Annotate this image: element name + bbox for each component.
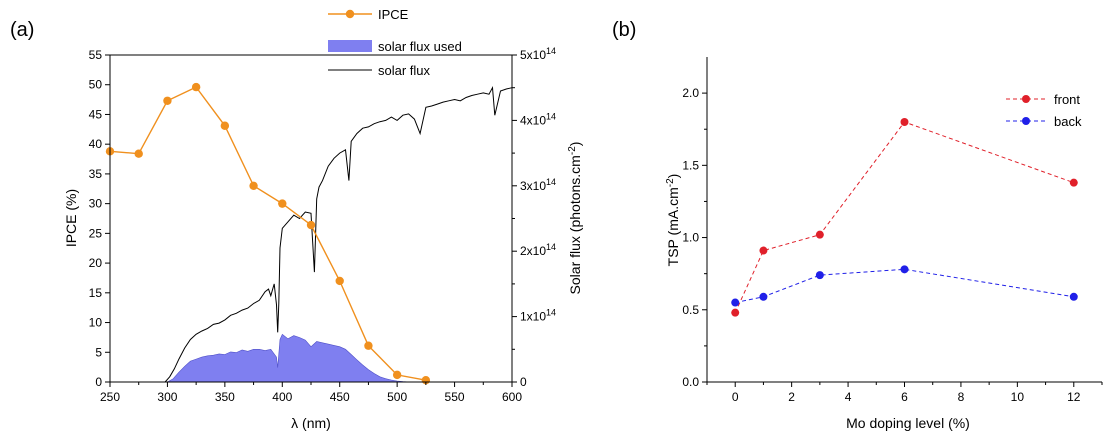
- y2-tick-label: 5x1014: [520, 46, 556, 62]
- panel-label-b: (b): [612, 19, 636, 41]
- ipce-point: [364, 341, 373, 350]
- chart-b-y-axis-label: TSP (mA.cm-2): [665, 174, 681, 267]
- legend-front-marker: [1022, 95, 1030, 103]
- front-point: [759, 246, 768, 255]
- y-tick-label: 2.0: [682, 86, 699, 100]
- y-tick-label: 1.0: [682, 231, 699, 245]
- solar-flux-line: [110, 85, 513, 383]
- chart-a-legend: IPCE solar flux used solar flux: [328, 7, 462, 78]
- y2-tick-label: 0: [520, 375, 527, 389]
- ipce-point: [249, 181, 258, 190]
- y2-tick-label: 4x1014: [520, 111, 556, 127]
- legend-ipce-marker: [345, 9, 355, 19]
- legend-solar-flux-label: solar flux: [378, 63, 431, 78]
- x-tick-label: 600: [502, 390, 522, 404]
- y2-tick-label: 3x1014: [520, 177, 556, 193]
- x-tick-label: 2: [788, 390, 795, 404]
- front-line: [734, 121, 1074, 313]
- x-tick-label: 8: [958, 390, 965, 404]
- chart-b-x-axis-label: Mo doping level (%): [846, 415, 970, 431]
- y-tick-label: 40: [89, 137, 103, 151]
- chart-b: 0 2 4 6 8 10 12 0.0 0.5 1.0 1.5 2.0 Mo doping level…: [665, 57, 1103, 431]
- y2-tick-label: 1x1014: [520, 308, 556, 324]
- chart-a-y-axis-label: IPCE (%): [63, 189, 79, 247]
- legend-solar-flux-used-label: solar flux used: [378, 39, 462, 54]
- legend-back-marker: [1022, 117, 1030, 125]
- y-tick-label: 45: [89, 107, 103, 121]
- ipce-point: [392, 370, 402, 380]
- y-tick-label: 0.0: [682, 375, 699, 389]
- legend-back-label: back: [1054, 114, 1082, 129]
- back-point: [900, 265, 909, 274]
- ipce-point: [163, 96, 172, 105]
- ipce-point: [134, 149, 143, 158]
- back-point: [759, 292, 768, 301]
- x-tick-label: 400: [272, 390, 292, 404]
- ipce-point: [278, 199, 287, 208]
- x-tick-label: 500: [387, 390, 407, 404]
- ipce-point: [306, 220, 316, 230]
- panel-label-a: (a): [10, 19, 34, 41]
- solar-flux-used-area: [166, 333, 432, 383]
- chart-a-axes: 250 300 350 400 450 500 550 6000510152025303540…: [89, 46, 556, 404]
- ipce-line: [109, 86, 427, 381]
- back-point: [731, 298, 740, 307]
- x-tick-label: 250: [100, 390, 120, 404]
- chart-b-legend: front back: [1006, 92, 1082, 129]
- y-tick-label: 0.5: [682, 303, 699, 317]
- front-point: [731, 308, 740, 317]
- y-tick-label: 20: [89, 256, 103, 270]
- x-tick-label: 4: [845, 390, 852, 404]
- y-tick-label: 15: [89, 286, 103, 300]
- front-point: [815, 230, 824, 239]
- x-tick-label: 350: [215, 390, 235, 404]
- y-tick-label: 30: [89, 197, 103, 211]
- x-tick-label: 550: [445, 390, 465, 404]
- chart-a-x-axis-label: λ (nm): [291, 415, 331, 431]
- back-point: [1069, 292, 1078, 301]
- legend-solar-flux-used-swatch: [328, 40, 372, 52]
- front-point: [900, 118, 909, 126]
- x-tick-label: 300: [157, 390, 177, 404]
- y-tick-label: 50: [89, 78, 103, 92]
- back-point: [815, 271, 824, 280]
- back-line: [735, 268, 1074, 304]
- x-tick-label: 10: [1011, 390, 1025, 404]
- chart-a-plot-area: [105, 82, 513, 385]
- x-tick-label: 12: [1067, 390, 1081, 404]
- legend-ipce-label: IPCE: [378, 7, 409, 22]
- y-tick-label: 5: [95, 345, 102, 359]
- ipce-point: [220, 121, 230, 130]
- chart-b-plot-area: [731, 118, 1078, 317]
- y2-tick-label: 2x1014: [520, 242, 556, 258]
- y-tick-label: 1.5: [682, 158, 699, 172]
- ipce-point: [335, 276, 344, 286]
- x-tick-label: 0: [732, 390, 739, 404]
- chart-b-axes: 0 2 4 6 8 10 12 0.0 0.5 1.0 1.5 2.0: [682, 86, 1103, 404]
- chart-a: 250 300 350 400 450 500 550 6000510152025303540…: [63, 7, 583, 431]
- y-tick-label: 25: [89, 226, 103, 240]
- chart-a-y2-axis-label: Solar flux (photons.cm-2): [567, 142, 583, 295]
- legend-front-label: front: [1054, 92, 1080, 107]
- ipce-point: [191, 82, 201, 92]
- x-tick-label: 6: [901, 390, 908, 404]
- y-tick-label: 10: [89, 316, 103, 330]
- y-tick-label: 0: [95, 375, 102, 389]
- x-tick-label: 450: [330, 390, 350, 404]
- y-tick-label: 55: [89, 48, 103, 62]
- front-point: [1069, 178, 1078, 187]
- y-tick-label: 35: [89, 167, 103, 181]
